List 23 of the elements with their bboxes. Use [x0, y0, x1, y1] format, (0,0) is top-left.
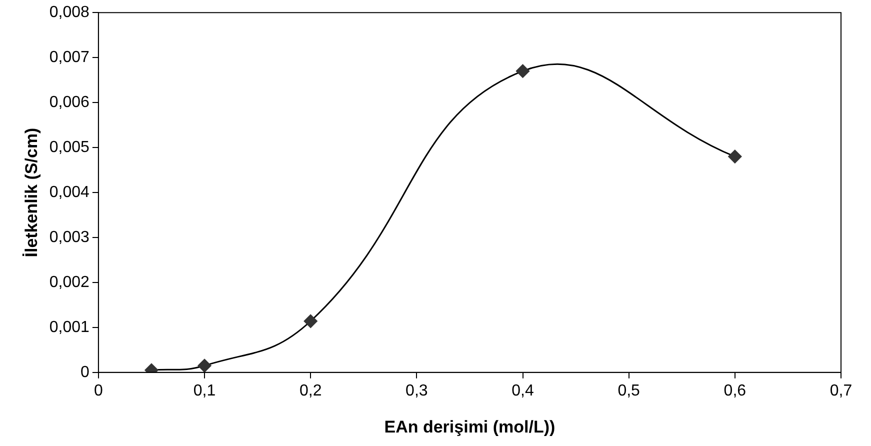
y-tick-label: 0 — [80, 364, 90, 381]
x-tick-label: 0,2 — [299, 382, 322, 400]
y-tick-label: 0,002 — [49, 274, 90, 291]
x-tick-label: 0 — [94, 382, 103, 400]
y-tick-label: 0,008 — [49, 4, 90, 22]
x-tick-label: 0,5 — [618, 382, 640, 400]
point — [198, 358, 212, 372]
y-axis-title: İletkenlik (S/cm) — [22, 128, 41, 258]
point — [516, 64, 530, 78]
point — [304, 314, 318, 328]
y-tick-label: 0,004 — [49, 184, 90, 201]
x-tick-label: 0,3 — [406, 382, 428, 400]
y-tick-label: 0,006 — [49, 94, 90, 111]
x-tick-label: 0,1 — [193, 382, 216, 400]
x-axis-title: EAn derişimi (mol/L)) — [384, 417, 556, 436]
y-tick-label: 0,003 — [49, 228, 90, 246]
y-tick-label: 0,001 — [49, 318, 90, 336]
x-tick-label: 0,7 — [830, 382, 852, 400]
x-tick-label: 0,6 — [724, 382, 746, 400]
y-tick-label: 0,007 — [49, 48, 90, 66]
y-tick-label: 0,005 — [49, 138, 90, 156]
x-tick-label: 0,4 — [512, 382, 534, 400]
point — [728, 150, 742, 164]
